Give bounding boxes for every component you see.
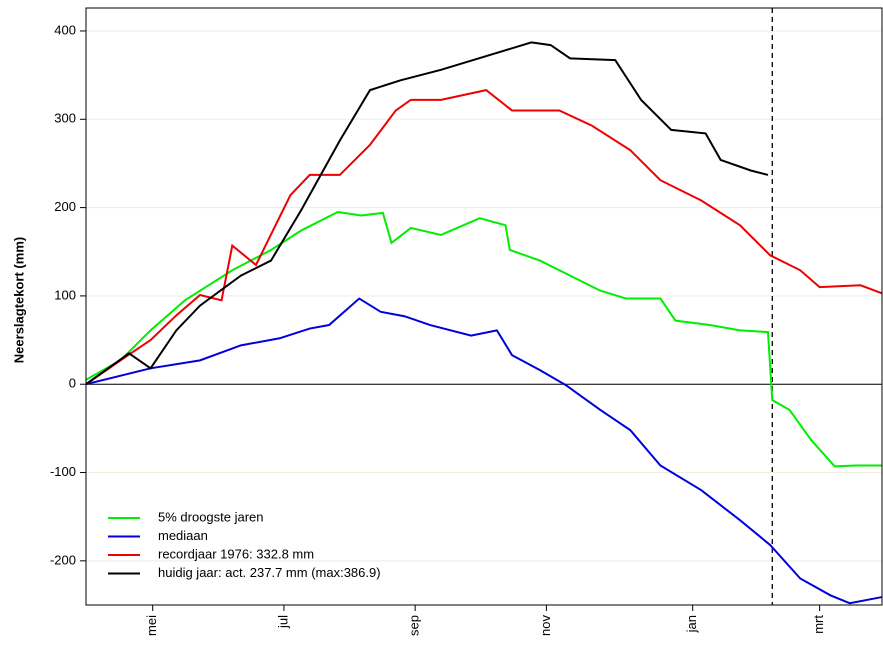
y-tick-label: 400 <box>54 22 76 37</box>
series-line <box>85 41 769 386</box>
x-tick-label: mrt <box>811 615 826 634</box>
legend-label: huidig jaar: act. 237.7 mm (max:386.9) <box>158 565 381 580</box>
legend-label: mediaan <box>158 528 208 543</box>
x-tick-label: nov <box>538 615 553 636</box>
y-tick-label: 0 <box>69 376 76 391</box>
series-line <box>85 297 883 605</box>
x-tick-label: jan <box>684 615 699 633</box>
y-tick-label: 300 <box>54 111 76 126</box>
series-line <box>85 210 882 468</box>
y-tick-label: -100 <box>50 464 76 479</box>
y-tick-label: 200 <box>54 199 76 214</box>
x-tick-label: mei <box>144 615 159 636</box>
series-line <box>85 89 883 386</box>
legend-label: recordjaar 1976: 332.8 mm <box>158 546 314 561</box>
plot-frame <box>85 7 883 606</box>
x-tick-label: sep <box>407 615 422 636</box>
y-tick-label: 100 <box>54 287 76 302</box>
y-axis-label: Neerslagtekort (mm) <box>11 237 26 363</box>
legend-label: 5% droogste jaren <box>158 509 264 524</box>
x-tick-label: jul <box>275 615 290 629</box>
y-tick-label: -200 <box>50 552 76 567</box>
